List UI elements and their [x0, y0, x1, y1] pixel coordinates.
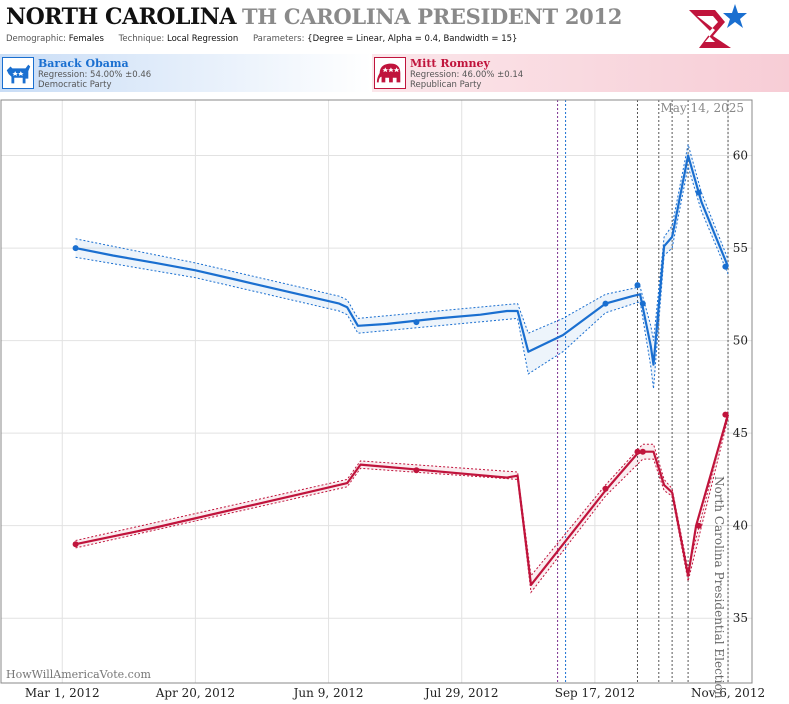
democrat-regression: Regression: 54.00% ±0.46 — [38, 70, 152, 80]
republican-party: Republican Party — [410, 80, 482, 90]
series-romney — [72, 410, 730, 594]
obama-poll-point — [639, 300, 646, 307]
romney-poll-point — [695, 522, 702, 529]
democrat-name: Barack Obama — [38, 57, 129, 70]
plot-frame — [0, 99, 753, 684]
candidate-democrat: Barack Obama Regression: 54.00% ±0.46 De… — [0, 54, 372, 92]
obama-poll-point — [413, 319, 420, 326]
democrat-donkey-icon — [2, 57, 34, 89]
romney-poll-point — [602, 485, 609, 492]
title-state: NORTH CAROLINA — [6, 4, 236, 30]
romney-poll-point — [639, 448, 646, 455]
site-logo-icon — [689, 4, 747, 48]
parameters-label: Parameters: — [252, 34, 305, 44]
title-race: TH CAROLINA PRESIDENT 2012 — [241, 4, 623, 29]
republican-name: Mitt Romney — [410, 57, 490, 70]
poll-chart: Mar 1, 2012 Apr 20, 2012 Jun 9, 2012 Jul 29… — [0, 99, 765, 700]
axes: Mar 1, 2012 Apr 20, 2012 Jun 9, 2012 Jul 29… — [0, 99, 765, 700]
romney-poll-point — [634, 448, 641, 455]
x-tick-label: Sep 17, 2012 — [555, 686, 635, 700]
watermark: HowWillAmericaVote.com — [6, 668, 151, 681]
republican-regression: Regression: 46.00% ±0.14 — [410, 70, 524, 80]
obama-poll-point — [722, 263, 729, 270]
romney-poll-point — [722, 411, 729, 418]
date-label: May 14, 2025 — [661, 101, 744, 115]
obama-poll-point — [695, 189, 702, 196]
technique-value: Local Regression — [167, 34, 239, 44]
y-tick-label: 50 — [733, 334, 748, 348]
obama-trend-line — [75, 154, 730, 366]
romney-lower-bound — [75, 418, 729, 594]
parameters-row: Demographic: Females Technique: Local Re… — [6, 34, 529, 44]
obama-lower-bound — [75, 166, 729, 389]
technique-label: Technique: — [118, 34, 165, 44]
x-tick-label: Apr 20, 2012 — [155, 686, 235, 700]
obama-poll-point — [72, 245, 79, 252]
romney-trend-line — [75, 414, 730, 586]
x-tick-label: Jun 9, 2012 — [292, 686, 364, 700]
romney-poll-point — [413, 467, 420, 474]
romney-band — [75, 410, 729, 593]
obama-poll-point — [634, 282, 641, 289]
event-lines — [557, 100, 729, 683]
chart-title: NORTH CAROLINA TH CAROLINA PRESIDENT 2012 — [6, 4, 622, 30]
obama-upper-bound — [75, 144, 729, 341]
x-tick-label: Jul 29, 2012 — [423, 686, 499, 700]
obama-band — [75, 144, 729, 389]
demographic-value: Females — [68, 34, 104, 44]
obama-poll-point — [602, 300, 609, 307]
romney-poll-point — [72, 541, 79, 548]
y-tick-label: 60 — [733, 149, 748, 163]
y-tick-label: 55 — [733, 241, 748, 255]
series-obama — [72, 144, 730, 389]
romney-upper-bound — [75, 410, 729, 577]
candidate-republican: Mitt Romney Regression: 46.00% ±0.14 Rep… — [372, 54, 789, 92]
series-layer — [72, 144, 730, 594]
y-tick-label: 35 — [733, 611, 748, 625]
demographic-label: Demographic: — [6, 34, 67, 44]
y-tick-label: 45 — [733, 426, 748, 440]
x-tick-label: Mar 1, 2012 — [25, 686, 100, 700]
parameters-value: {Degree = Linear, Alpha = 0.4, Bandwidth… — [307, 34, 518, 44]
gridlines — [1, 100, 752, 683]
x-tick-label: Nov 6, 2012 — [691, 686, 765, 700]
republican-elephant-icon — [374, 57, 406, 89]
y-tick-label: 40 — [733, 519, 748, 533]
democrat-party: Democratic Party — [38, 80, 112, 90]
event-label: North Carolina Presidential Election — [712, 476, 726, 699]
